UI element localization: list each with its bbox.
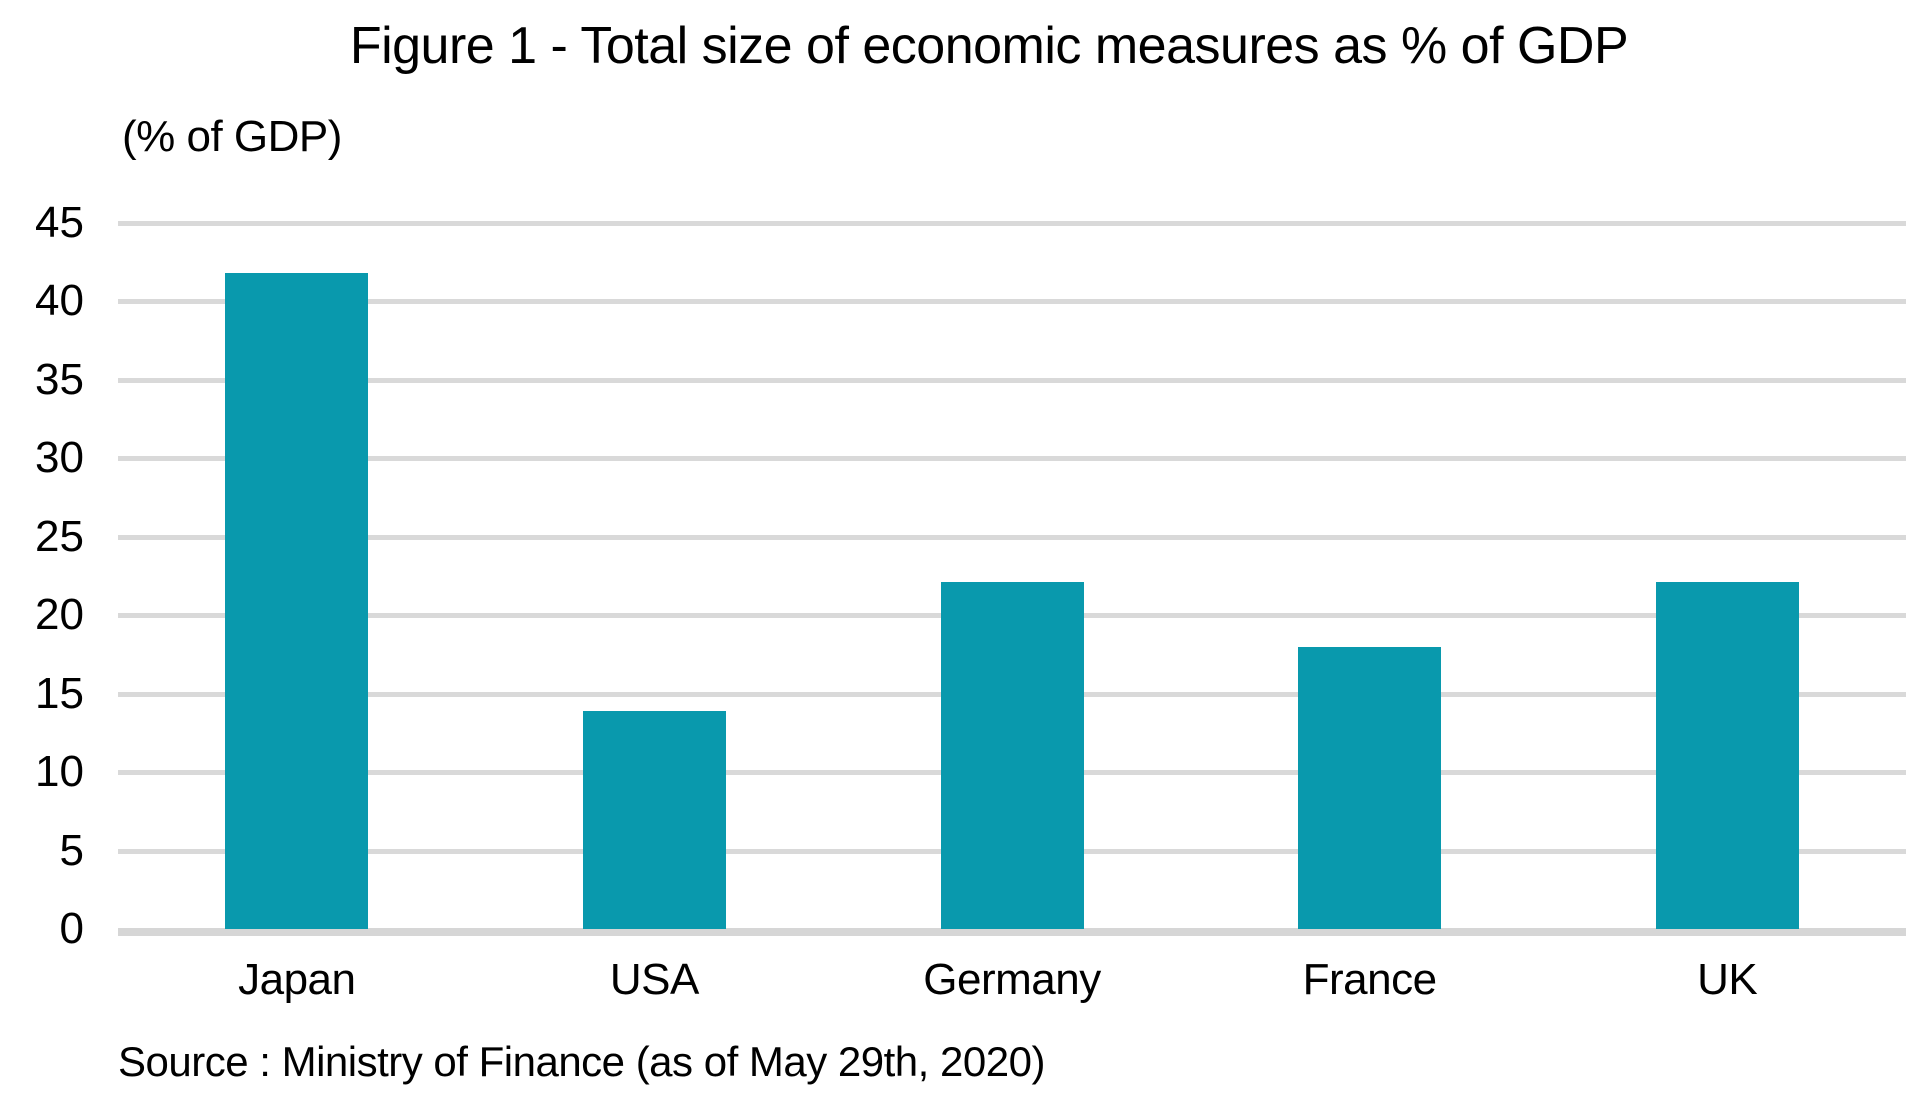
category-label-japan: Japan [238, 955, 356, 1004]
bar-uk [1655, 582, 1799, 929]
gridline-30 [118, 456, 1906, 462]
category-label-uk: UK [1697, 955, 1758, 1004]
category-label-germany: Germany [923, 955, 1101, 1004]
source-note: Source : Ministry of Finance (as of May … [118, 1038, 1045, 1085]
y-tick-label-15: 15 [35, 668, 84, 718]
category-label-usa: USA [609, 955, 699, 1004]
bar-germany [940, 582, 1084, 929]
category-label-france: France [1302, 955, 1437, 1004]
gridline-45 [118, 221, 1906, 226]
y-tick-label-25: 25 [35, 511, 84, 561]
chart-title: Figure 1 - Total size of economic measur… [349, 17, 1629, 75]
y-tick-label-30: 30 [35, 433, 84, 483]
plot-area [118, 221, 1906, 936]
bar-usa [582, 710, 726, 929]
gridline-35 [118, 377, 1906, 383]
y-tick-label-45: 45 [35, 198, 84, 247]
bar-france [1298, 646, 1442, 929]
y-axis-unit-label: (% of GDP) [122, 112, 342, 161]
y-tick-label-20: 20 [35, 590, 84, 640]
gridline-40 [118, 299, 1906, 305]
y-tick-label-35: 35 [35, 354, 84, 404]
y-tick-label-5: 5 [59, 825, 84, 875]
y-tick-label-10: 10 [35, 747, 84, 797]
bar-japan [225, 273, 369, 929]
gridline-25 [118, 534, 1906, 540]
x-axis-line [118, 928, 1906, 936]
y-tick-label-40: 40 [35, 276, 84, 326]
y-tick-label-0: 0 [59, 904, 84, 953]
